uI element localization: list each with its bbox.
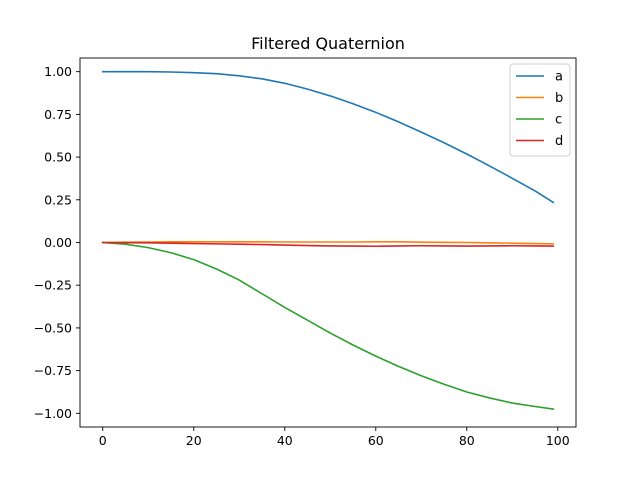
x-tick-label: 20: [186, 433, 202, 448]
y-tick-label: 0.50: [44, 150, 72, 165]
x-tick-label: 100: [546, 433, 570, 448]
y-tick-label: −0.25: [34, 278, 72, 293]
legend-label-a: a: [555, 70, 563, 85]
y-tick-label: −0.75: [34, 363, 72, 378]
series-line-b: [101, 241, 555, 245]
plot-area: [101, 70, 555, 410]
series-line-c: [101, 241, 555, 410]
x-tick-label: 80: [459, 433, 475, 448]
y-tick-label: 0.75: [44, 107, 72, 122]
axes: 0 20 40 60 80 100 1.00 0.75 0.50 0.25 0.00 −0.25 −0.…: [34, 57, 577, 448]
legend-label-b: b: [555, 91, 563, 106]
chart-title: Filtered Quaternion: [251, 34, 405, 53]
legend-box: [509, 63, 571, 157]
y-tick-label: 0.00: [44, 235, 72, 250]
x-tick-label: 40: [277, 433, 293, 448]
series-line-a: [101, 70, 555, 204]
y-tick-label: 0.25: [44, 192, 72, 207]
series-line-d: [101, 241, 555, 248]
y-tick-label: 1.00: [44, 64, 72, 79]
legend-label-d: d: [555, 134, 563, 149]
y-tick-label: −0.50: [34, 320, 72, 335]
legend-label-c: c: [555, 113, 562, 128]
x-tick-label: 60: [368, 433, 384, 448]
y-tick-label: −1.00: [34, 406, 72, 421]
x-tick-label: 0: [99, 433, 107, 448]
